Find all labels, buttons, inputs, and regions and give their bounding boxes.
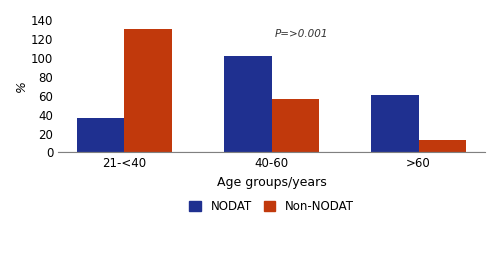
X-axis label: Age groups/years: Age groups/years	[216, 176, 326, 189]
Legend: NODAT, Non-NODAT: NODAT, Non-NODAT	[184, 195, 358, 218]
Bar	[372, 95, 418, 152]
Bar	[78, 118, 124, 152]
Bar	[224, 56, 272, 152]
Bar	[272, 100, 318, 152]
Y-axis label: %: %	[15, 80, 28, 92]
Text: P=>0.001: P=>0.001	[274, 29, 328, 39]
Bar	[124, 29, 172, 152]
Bar	[418, 140, 466, 152]
